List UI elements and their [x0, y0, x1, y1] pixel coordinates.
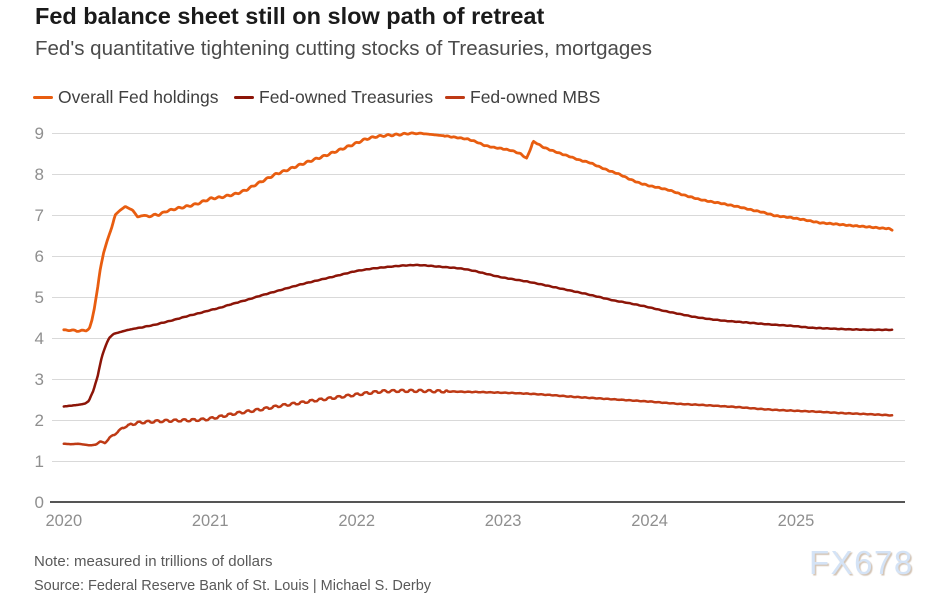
svg-text:2: 2	[35, 411, 44, 430]
svg-text:2020: 2020	[45, 512, 82, 530]
svg-text:2024: 2024	[631, 512, 668, 530]
svg-text:6: 6	[35, 247, 44, 266]
svg-text:5: 5	[35, 288, 44, 307]
svg-text:7: 7	[35, 206, 44, 225]
svg-text:3: 3	[35, 370, 44, 389]
svg-text:1: 1	[35, 452, 44, 471]
svg-text:8: 8	[35, 165, 44, 184]
svg-text:2022: 2022	[338, 512, 375, 530]
svg-text:9: 9	[35, 124, 44, 143]
svg-text:0: 0	[35, 493, 44, 512]
svg-text:2023: 2023	[485, 512, 522, 530]
svg-text:2021: 2021	[192, 512, 229, 530]
svg-text:2025: 2025	[778, 512, 815, 530]
svg-text:4: 4	[35, 329, 44, 348]
